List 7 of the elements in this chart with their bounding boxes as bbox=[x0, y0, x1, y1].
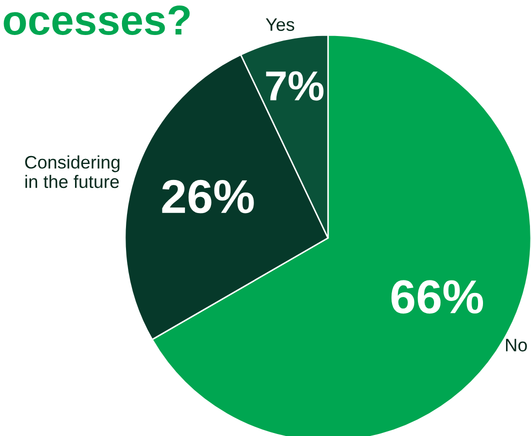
data-label: 66% bbox=[391, 280, 484, 314]
data-label: 7% bbox=[266, 71, 324, 101]
slice-label: Yes bbox=[266, 18, 294, 31]
data-label: 26% bbox=[162, 180, 254, 214]
slice-label: No bbox=[506, 338, 527, 352]
chart-title: ocesses? bbox=[4, 5, 190, 35]
slice-label: Considering in the future bbox=[25, 155, 120, 188]
